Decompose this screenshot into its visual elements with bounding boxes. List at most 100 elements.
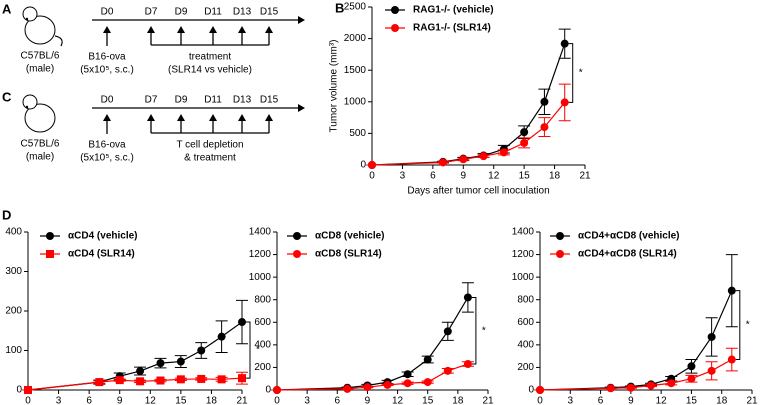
significance: *: [579, 68, 583, 79]
data-point: [217, 332, 226, 341]
x-tick-label: 3: [400, 171, 406, 182]
x-tick-label: 18: [206, 396, 218, 405]
data-point: [363, 383, 372, 392]
day-label: D13: [233, 7, 252, 18]
arrow-head: [238, 114, 246, 121]
arrow-head: [265, 114, 273, 121]
arrow-head: [177, 114, 185, 121]
legend-marker: [391, 6, 399, 14]
panel-label: B: [335, 0, 344, 15]
data-point: [560, 98, 569, 107]
x-tick-label: 3: [304, 396, 310, 405]
data-point: [463, 293, 472, 302]
arrow-head: [209, 26, 217, 33]
legend-label: αCD8 (vehicle): [315, 231, 385, 242]
data-point: [626, 383, 635, 392]
data-point: [540, 97, 549, 106]
day-label: D7: [145, 95, 158, 106]
arrow-head: [298, 104, 305, 112]
data-point: [136, 367, 145, 376]
data-point: [156, 376, 165, 385]
legend-marker: [46, 232, 54, 240]
x-tick-label: 9: [117, 396, 123, 405]
panel-label: A: [2, 1, 12, 16]
arrow-head: [238, 26, 246, 33]
x-tick-label: 18: [452, 396, 464, 405]
arrow-head: [103, 26, 111, 33]
data-point: [197, 374, 206, 383]
x-tick-label: 9: [365, 396, 371, 405]
data-point: [197, 346, 206, 355]
legend-label: αCD4+αCD8 (vehicle): [578, 231, 680, 242]
arrow-head: [103, 114, 111, 121]
x-tick-label: 6: [598, 396, 604, 405]
treatment: T cell depletion: [176, 140, 243, 151]
y-tick-label: 500: [349, 128, 366, 139]
mouse-icon: [24, 103, 56, 133]
data-point: [403, 379, 412, 388]
mouse-icon: [22, 94, 38, 110]
legend-label: RAG1-/- (SLR14): [413, 23, 491, 34]
data-point: [520, 128, 529, 137]
x-tick-label: 0: [369, 171, 375, 182]
y-tick-label: 1000: [512, 272, 535, 283]
y-tick-label: 1400: [249, 227, 272, 238]
significance: *: [256, 345, 260, 356]
x-tick-label: 21: [236, 396, 248, 405]
day-label: D0: [101, 95, 114, 106]
y-tick-label: 600: [254, 317, 271, 328]
x-tick-label: 6: [86, 396, 92, 405]
x-tick-label: 0: [25, 396, 31, 405]
arrow-head: [177, 26, 185, 33]
day-label: D0: [101, 7, 114, 18]
y-tick-label: 600: [517, 317, 534, 328]
y-tick-label: 200: [254, 362, 271, 373]
mouse-icon: [25, 105, 29, 109]
significance-bracket: [568, 43, 574, 103]
x-tick-label: 0: [537, 396, 543, 405]
x-tick-label: 15: [686, 396, 698, 405]
y-tick-label: 400: [517, 339, 534, 350]
dose: (5x10⁵, s.c.): [80, 65, 134, 76]
y-tick-label: 1500: [344, 65, 367, 76]
x-tick-label: 15: [422, 396, 434, 405]
y-tick-label: 1200: [249, 249, 272, 260]
data-point: [479, 152, 488, 161]
data-point: [423, 355, 432, 364]
data-point: [606, 384, 615, 393]
tumor: B16-ova: [88, 140, 126, 151]
data-point: [368, 161, 376, 169]
y-tick-label: 800: [517, 294, 534, 305]
x-tick-label: 3: [56, 396, 62, 405]
treatment: (SLR14 vs vehicle): [168, 65, 252, 76]
y-tick-label: 300: [5, 266, 22, 277]
data-point: [273, 386, 281, 394]
data-point: [343, 384, 352, 393]
legend-marker: [556, 250, 564, 258]
x-tick-label: 21: [746, 396, 758, 405]
y-tick-label: 100: [5, 345, 22, 356]
data-point: [217, 375, 226, 384]
data-point: [707, 366, 716, 375]
mouse-icon: [25, 17, 29, 21]
x-tick-label: 21: [579, 171, 591, 182]
x-tick-label: 12: [488, 171, 500, 182]
data-point: [115, 376, 124, 385]
day-label: D9: [175, 95, 188, 106]
x-tick-label: 9: [628, 396, 634, 405]
legend-label: αCD4+αCD8 (SLR14): [578, 249, 677, 260]
x-axis-label: Days after tumor cell inoculation: [407, 186, 549, 197]
y-tick-label: 200: [517, 362, 534, 373]
data-point: [156, 359, 165, 368]
arrow-head: [209, 114, 217, 121]
legend-marker: [556, 232, 564, 240]
y-tick-label: 1000: [344, 96, 367, 107]
y-tick-label: 1200: [512, 249, 535, 260]
dose: (5x10⁵, s.c.): [80, 153, 134, 164]
significance-bracket: [471, 296, 477, 365]
day-label: D9: [175, 7, 188, 18]
y-tick-label: 800: [254, 294, 271, 305]
y-tick-label: 0: [265, 385, 271, 396]
data-point: [459, 155, 468, 164]
